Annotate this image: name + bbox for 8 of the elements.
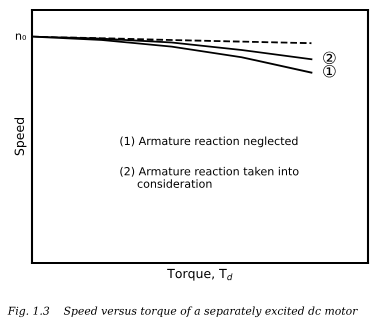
text: Fig. 1.3 Speed versus torque of a separately excited dc motor [8,306,358,318]
annotation: (1) Armature reaction neglected [120,136,298,148]
series-label: ② [323,52,336,64]
text: n₀ [16,33,26,40]
x-axis-title: Torque, T$_{d}$ [167,268,232,281]
y-axis-title: Speed [14,118,26,156]
annotation: (2) Armature reaction taken into consideration [120,166,298,188]
series-label: ① [323,64,336,78]
